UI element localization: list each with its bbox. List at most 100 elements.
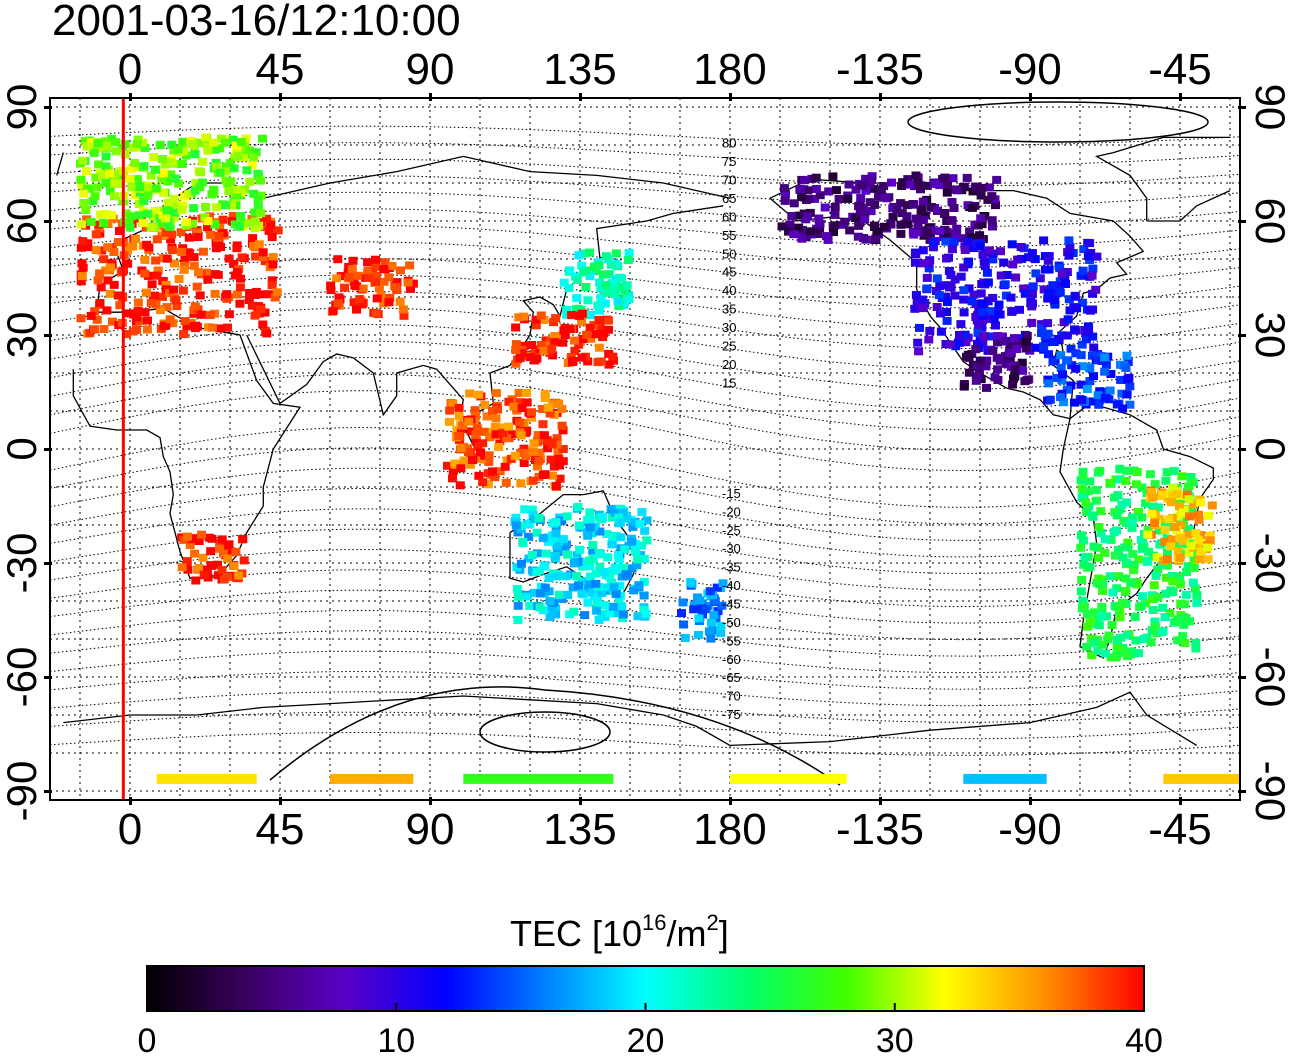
tec-cell: [1022, 332, 1032, 340]
tec-cell: [615, 581, 625, 590]
contour-label: -40: [722, 578, 741, 593]
tec-cell: [79, 199, 89, 207]
tec-cell: [180, 261, 190, 270]
australia-coast: [509, 490, 641, 595]
tec-cell: [595, 323, 605, 332]
tec-cell: [558, 426, 568, 435]
tec-cell: [560, 331, 570, 340]
tec-cell: [888, 213, 898, 221]
tec-cell: [1093, 391, 1103, 400]
tec-cell: [224, 187, 234, 196]
tec-cell: [1086, 397, 1096, 406]
tec-cell: [179, 265, 189, 274]
tec-cell: [933, 207, 942, 215]
tec-cell: [222, 290, 232, 299]
tec-cell: [896, 229, 906, 238]
tec-cell: [624, 295, 634, 304]
tec-cell: [532, 462, 542, 471]
tec-cell: [1044, 265, 1054, 274]
tec-cell: [128, 242, 138, 251]
tec-cell: [493, 405, 503, 414]
contour-label: 25: [722, 338, 736, 353]
tec-cell: [222, 294, 232, 303]
tec-cell: [403, 278, 413, 287]
tec-cell: [144, 243, 154, 252]
tec-cell: [996, 247, 1005, 256]
lat-tick-left: -60: [0, 647, 45, 708]
tec-cell: [171, 296, 181, 305]
tec-cell: [960, 246, 970, 254]
tec-cell: [340, 283, 350, 292]
tec-cell: [1062, 331, 1072, 340]
tec-cell: [228, 135, 238, 144]
tec-cell: [627, 564, 637, 573]
tec-cell: [219, 575, 229, 584]
tec-cell: [557, 594, 567, 603]
tec-cell: [1193, 535, 1203, 544]
tec-cell: [1112, 584, 1122, 593]
tec-cell: [599, 568, 609, 576]
tec-cell: [975, 231, 985, 240]
tec-cell: [616, 533, 626, 542]
tec-cell: [911, 250, 921, 258]
tec-cell: [1093, 646, 1103, 655]
tec-cell: [925, 326, 935, 335]
tec-cell: [218, 215, 228, 224]
tec-cell: [595, 562, 605, 571]
tec-cell: [242, 166, 252, 175]
tec-cell: [524, 532, 534, 541]
tec-cell: [1172, 490, 1182, 499]
tec-cell: [815, 219, 825, 228]
tec-cell: [1182, 568, 1191, 577]
tec-cell: [1079, 245, 1089, 254]
tec-cell: [1161, 573, 1171, 582]
tec-cell: [244, 296, 254, 305]
tec-cell: [1186, 473, 1196, 481]
tec-cell: [950, 291, 960, 300]
contour-line: [50, 373, 1240, 451]
tec-cell: [111, 138, 120, 147]
tec-cell: [549, 462, 559, 471]
tec-cell: [859, 234, 869, 242]
tec-cell: [547, 603, 556, 612]
tec-cell: [570, 346, 580, 355]
tec-cell: [1095, 580, 1105, 589]
contour-label: -25: [722, 523, 741, 538]
tec-cell: [194, 537, 204, 545]
tec-cell: [1126, 579, 1136, 587]
tec-cell: [1089, 372, 1098, 381]
tec-cell: [1177, 472, 1187, 481]
tec-cell: [1020, 289, 1030, 298]
tec-cell: [464, 417, 474, 426]
tec-cell: [1166, 498, 1176, 507]
tec-cell: [379, 299, 389, 308]
tec-cell: [797, 234, 807, 243]
tec-cell: [146, 171, 156, 180]
tec-cell: [217, 535, 227, 544]
latitude-ticks-right: 90 60 30 0 -30 -60 -90: [1247, 84, 1292, 822]
tec-cell: [545, 409, 555, 418]
tec-cell: [1098, 587, 1107, 595]
tec-cell: [991, 201, 1000, 210]
tec-cell: [585, 508, 595, 517]
tec-cell: [1122, 498, 1131, 507]
tec-cell: [1100, 394, 1110, 403]
tec-cell: [1115, 475, 1125, 484]
tec-cell: [183, 565, 193, 574]
tec-cell: [1076, 351, 1086, 360]
tec-cell: [1091, 496, 1101, 505]
tec-cell: [940, 209, 950, 217]
tec-cell: [1088, 332, 1098, 341]
tec-cell: [107, 317, 117, 326]
tec-cell: [392, 278, 402, 287]
tec-cell: [250, 208, 260, 217]
lat-tick-left: 60: [0, 198, 45, 245]
tec-cell: [1132, 468, 1142, 476]
tec-cell: [1019, 284, 1029, 293]
tec-cell: [236, 211, 246, 220]
tec-cell: [103, 276, 113, 285]
tec-cell: [1192, 598, 1202, 607]
tec-cell: [707, 618, 716, 627]
tec-cell: [1083, 326, 1093, 335]
tec-cell: [224, 254, 234, 263]
